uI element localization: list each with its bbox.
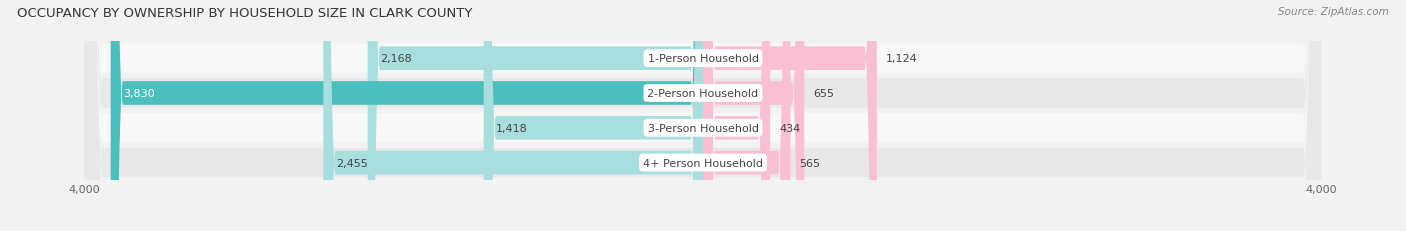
FancyBboxPatch shape [84,0,1322,231]
Text: 2,168: 2,168 [380,54,412,64]
FancyBboxPatch shape [703,0,770,231]
Text: 565: 565 [800,158,821,168]
Text: 3,830: 3,830 [124,88,155,99]
FancyBboxPatch shape [368,0,703,231]
FancyBboxPatch shape [111,0,703,231]
Text: 2,455: 2,455 [336,158,367,168]
FancyBboxPatch shape [703,0,790,231]
Text: 1,418: 1,418 [496,123,527,133]
FancyBboxPatch shape [84,0,1322,231]
FancyBboxPatch shape [323,0,703,231]
Text: 434: 434 [779,123,800,133]
Text: 3-Person Household: 3-Person Household [648,123,758,133]
Text: 655: 655 [814,88,835,99]
FancyBboxPatch shape [84,0,1322,231]
Text: 4+ Person Household: 4+ Person Household [643,158,763,168]
FancyBboxPatch shape [84,0,1322,231]
Text: 1-Person Household: 1-Person Household [648,54,758,64]
Text: 1,124: 1,124 [886,54,918,64]
Text: OCCUPANCY BY OWNERSHIP BY HOUSEHOLD SIZE IN CLARK COUNTY: OCCUPANCY BY OWNERSHIP BY HOUSEHOLD SIZE… [17,7,472,20]
Text: Source: ZipAtlas.com: Source: ZipAtlas.com [1278,7,1389,17]
FancyBboxPatch shape [484,0,703,231]
FancyBboxPatch shape [703,0,877,231]
FancyBboxPatch shape [703,0,804,231]
Text: 2-Person Household: 2-Person Household [647,88,759,99]
